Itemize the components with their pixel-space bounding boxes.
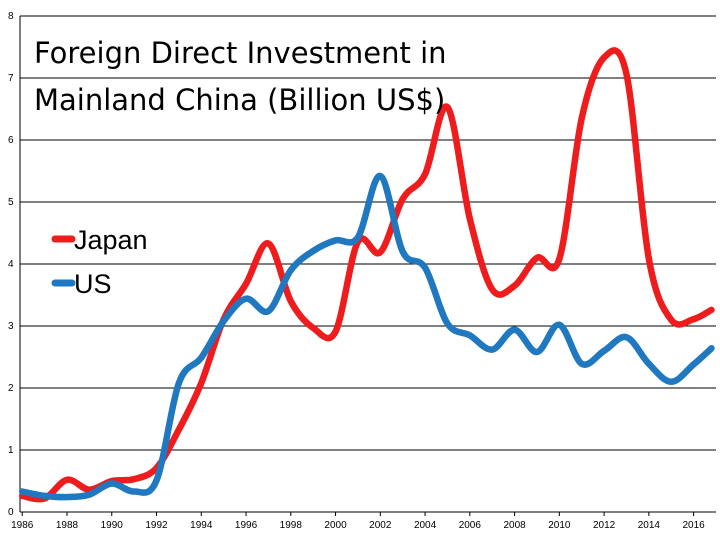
y-tick-label: 4 <box>8 259 14 270</box>
x-tick-label: 2016 <box>682 520 705 531</box>
series-line-us <box>18 172 715 501</box>
y-tick-label: 3 <box>8 321 14 332</box>
x-tick-label: 1994 <box>190 520 213 531</box>
x-tick-label: 2014 <box>638 520 661 531</box>
x-tick-label: 2010 <box>548 520 571 531</box>
chart-title-line-2: Mainland China (Billion US$) <box>34 83 445 117</box>
legend: Japan US <box>51 225 148 299</box>
y-tick-label: 7 <box>8 73 14 84</box>
y-tick-label: 8 <box>8 11 14 22</box>
y-axis-ticks: 0 1 2 3 4 5 6 7 8 <box>8 11 14 518</box>
x-tick-label: 2006 <box>459 520 482 531</box>
y-tick-label: 5 <box>8 197 14 208</box>
legend-label-us: US <box>74 269 112 299</box>
y-tick-label: 2 <box>8 383 14 394</box>
x-tick-label: 1998 <box>280 520 303 531</box>
x-tick-label: 2004 <box>414 520 437 531</box>
x-tick-label: 1996 <box>235 520 258 531</box>
x-tick-label: 2008 <box>503 520 526 531</box>
x-axis-ticks: 1986 1988 1990 1992 1994 1996 1998 2000 2002 2004… <box>11 512 705 531</box>
y-tick-label: 6 <box>8 135 14 146</box>
chart-title-line-1: Foreign Direct Investment in <box>34 36 447 70</box>
x-tick-label: 2012 <box>593 520 616 531</box>
legend-label-japan: Japan <box>74 225 148 255</box>
y-tick-label: 1 <box>8 445 14 456</box>
x-tick-label: 1986 <box>11 520 34 531</box>
series-lines <box>18 47 715 503</box>
x-tick-label: 1988 <box>56 520 79 531</box>
x-tick-label: 1990 <box>101 520 124 531</box>
x-tick-label: 1992 <box>145 520 168 531</box>
series-line-japan <box>18 47 715 503</box>
x-tick-label: 2000 <box>324 520 347 531</box>
y-tick-label: 0 <box>8 507 14 518</box>
x-tick-label: 2002 <box>369 520 392 531</box>
